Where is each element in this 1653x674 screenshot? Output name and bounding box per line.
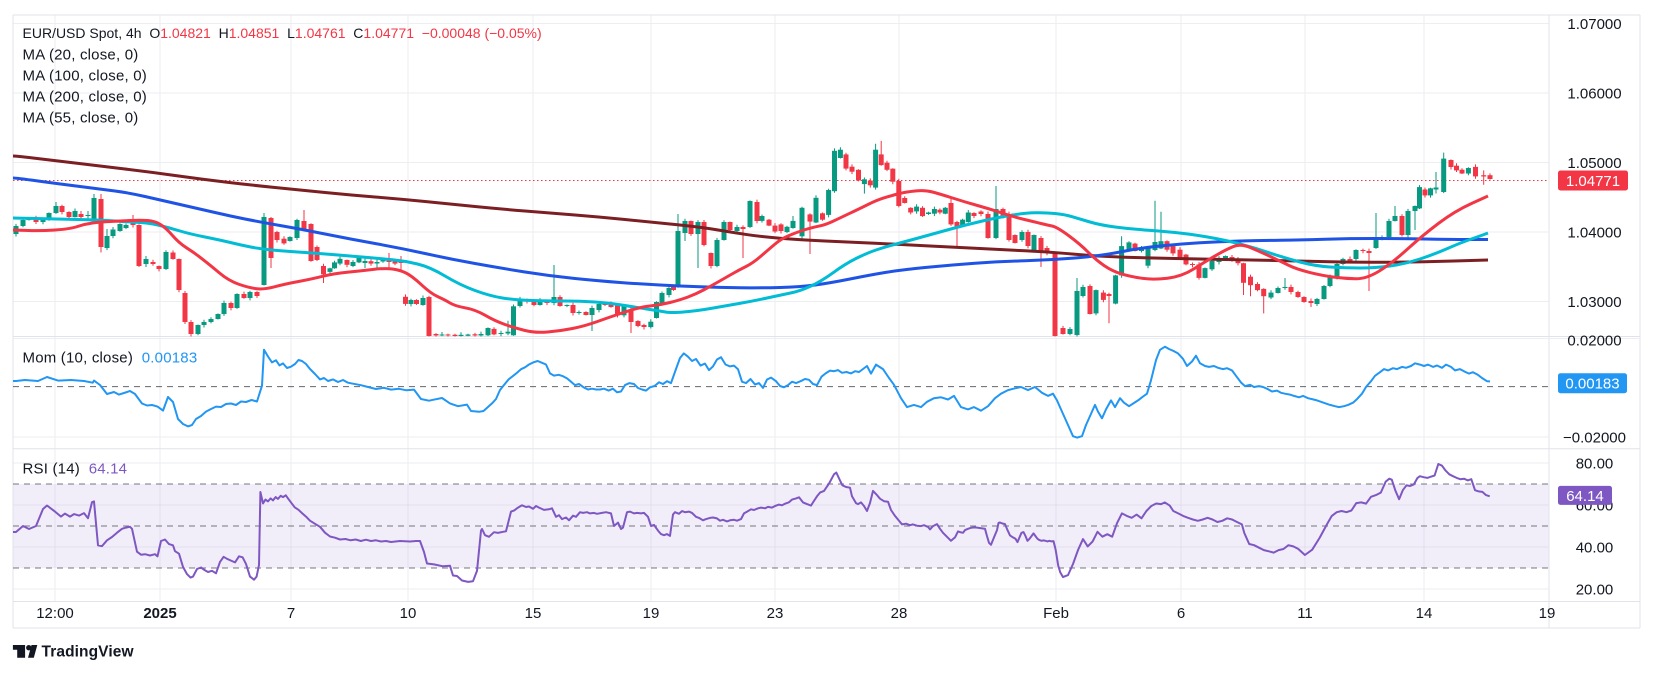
svg-text:6: 6 (1177, 605, 1185, 622)
svg-text:EUR/USD Spot, 4h O1.04821 H1: EUR/USD Spot, 4h O1.04821 H1.04851 L1.04… (23, 25, 542, 41)
svg-text:Mom (10, close) 0.00183: Mom (10, close) 0.00183 (23, 350, 198, 367)
svg-text:1.04771: 1.04771 (1566, 173, 1620, 190)
svg-text:MA (20, close, 0): MA (20, close, 0) (23, 47, 139, 64)
svg-text:14: 14 (1416, 605, 1433, 622)
svg-text:1.04000: 1.04000 (1567, 224, 1621, 241)
svg-text:7: 7 (287, 605, 295, 622)
svg-text:MA (100, close, 0): MA (100, close, 0) (23, 68, 148, 85)
svg-text:0.00183: 0.00183 (1565, 376, 1619, 393)
svg-text:1.03000: 1.03000 (1567, 294, 1621, 311)
svg-text:RSI (14) 64.14: RSI (14) 64.14 (23, 461, 128, 478)
svg-text:11: 11 (1297, 605, 1313, 622)
svg-text:15: 15 (525, 605, 542, 622)
svg-text:19: 19 (1539, 605, 1556, 622)
svg-text:Feb: Feb (1043, 605, 1069, 622)
svg-text:23: 23 (767, 605, 784, 622)
svg-text:1.05000: 1.05000 (1567, 155, 1621, 172)
svg-text:−0.02000: −0.02000 (1563, 429, 1626, 446)
svg-text:TradingView: TradingView (42, 644, 135, 661)
svg-text:1.06000: 1.06000 (1567, 85, 1621, 102)
svg-text:20.00: 20.00 (1576, 581, 1614, 598)
svg-text:12:00: 12:00 (36, 605, 74, 622)
svg-text:80.00: 80.00 (1576, 455, 1614, 472)
svg-text:28: 28 (891, 605, 908, 622)
svg-text:10: 10 (400, 605, 417, 622)
svg-text:0.02000: 0.02000 (1567, 332, 1621, 349)
svg-text:MA (200, close, 0): MA (200, close, 0) (23, 89, 148, 106)
svg-text:MA (55, close, 0): MA (55, close, 0) (23, 110, 139, 127)
svg-text:2025: 2025 (143, 605, 176, 622)
svg-text:1.07000: 1.07000 (1567, 16, 1621, 33)
svg-text:64.14: 64.14 (1566, 488, 1604, 505)
svg-text:40.00: 40.00 (1576, 539, 1614, 556)
svg-text:19: 19 (643, 605, 660, 622)
